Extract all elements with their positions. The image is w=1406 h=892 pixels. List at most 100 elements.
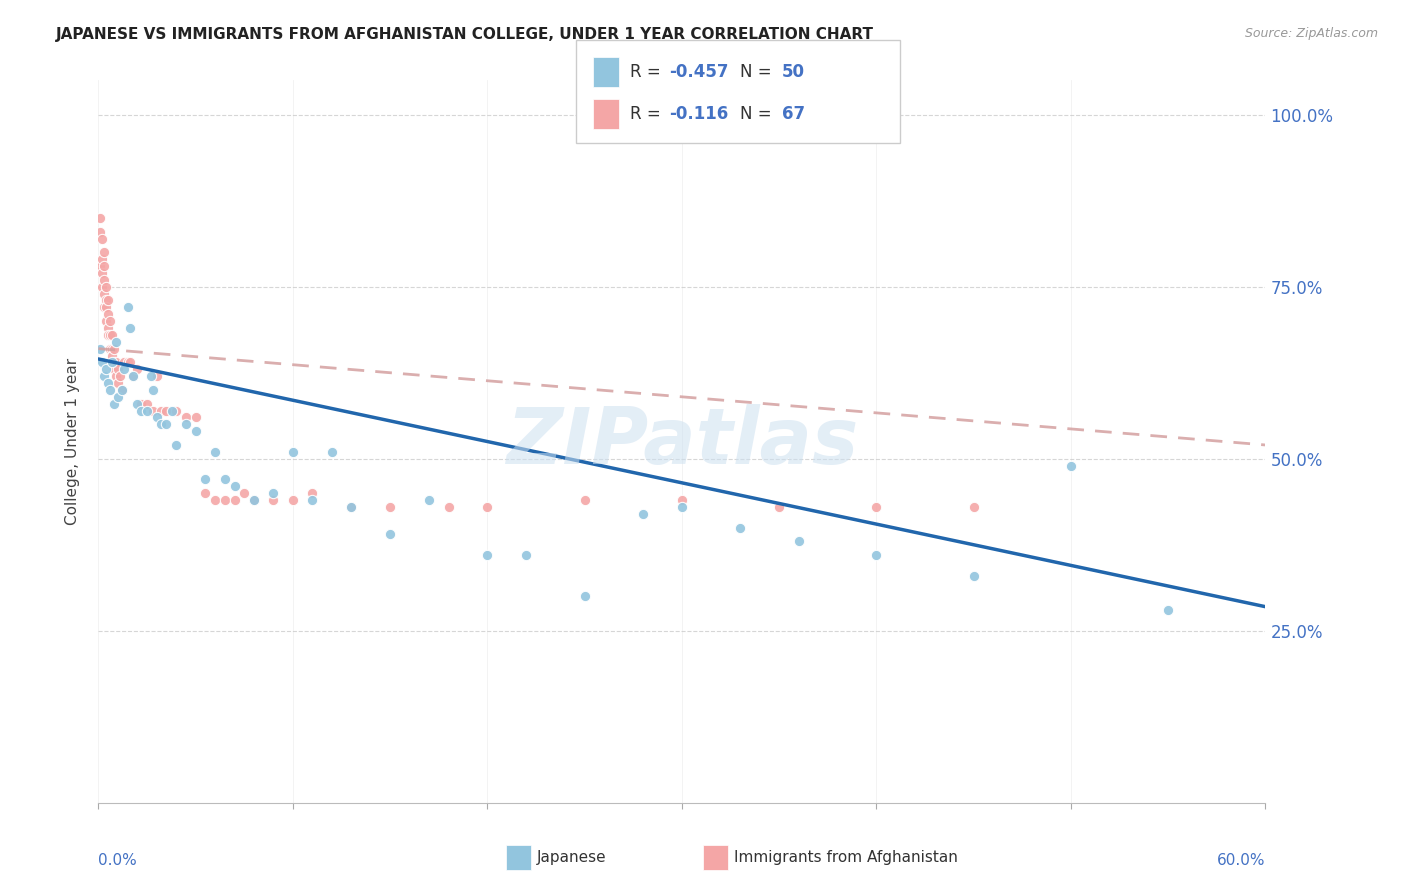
Point bbox=[117, 355, 139, 369]
Point bbox=[146, 410, 169, 425]
Point bbox=[142, 403, 165, 417]
Point bbox=[174, 417, 197, 432]
Point bbox=[96, 314, 118, 328]
Point bbox=[1157, 603, 1180, 617]
Point bbox=[104, 334, 127, 349]
Point bbox=[574, 590, 596, 604]
Point bbox=[243, 493, 266, 508]
Point bbox=[104, 355, 127, 369]
Point bbox=[93, 369, 115, 384]
Point bbox=[574, 493, 596, 508]
Point bbox=[477, 548, 499, 562]
Point bbox=[103, 342, 125, 356]
Point bbox=[104, 369, 127, 384]
Point bbox=[149, 403, 172, 417]
Point bbox=[97, 327, 120, 342]
Point bbox=[91, 266, 114, 280]
Point bbox=[865, 500, 887, 514]
Point bbox=[1060, 458, 1083, 473]
Text: ZIPatlas: ZIPatlas bbox=[506, 403, 858, 480]
Point bbox=[89, 259, 111, 273]
Point bbox=[97, 321, 120, 335]
Point bbox=[155, 403, 177, 417]
Point bbox=[103, 362, 125, 376]
Text: 0.0%: 0.0% bbox=[98, 854, 138, 869]
Point bbox=[321, 445, 343, 459]
Point bbox=[122, 369, 145, 384]
Point bbox=[96, 293, 118, 308]
Point bbox=[301, 493, 323, 508]
Point bbox=[233, 486, 256, 500]
Point bbox=[107, 390, 129, 404]
Point bbox=[127, 397, 149, 411]
Point bbox=[671, 500, 693, 514]
Point bbox=[162, 403, 184, 417]
Point bbox=[101, 327, 124, 342]
Text: R =: R = bbox=[630, 62, 666, 81]
Point bbox=[91, 252, 114, 267]
Point bbox=[214, 472, 236, 486]
Text: -0.116: -0.116 bbox=[669, 105, 728, 123]
Text: Source: ZipAtlas.com: Source: ZipAtlas.com bbox=[1244, 27, 1378, 40]
Point bbox=[155, 417, 177, 432]
Point bbox=[671, 493, 693, 508]
Point bbox=[117, 301, 139, 315]
Point bbox=[281, 493, 304, 508]
Point bbox=[122, 369, 145, 384]
Point bbox=[93, 301, 115, 315]
Point bbox=[107, 362, 129, 376]
Point bbox=[149, 417, 172, 432]
Y-axis label: College, Under 1 year: College, Under 1 year bbox=[65, 358, 80, 525]
Point bbox=[631, 507, 654, 521]
Point bbox=[437, 500, 460, 514]
Point bbox=[962, 568, 984, 582]
Point bbox=[101, 342, 124, 356]
Point bbox=[97, 376, 120, 390]
Point bbox=[340, 500, 363, 514]
Point bbox=[301, 486, 323, 500]
Text: Japanese: Japanese bbox=[537, 850, 607, 864]
Point bbox=[214, 493, 236, 508]
Point bbox=[103, 397, 125, 411]
Point bbox=[204, 445, 226, 459]
Point bbox=[768, 500, 790, 514]
Point bbox=[418, 493, 440, 508]
Point bbox=[96, 362, 118, 376]
Point bbox=[89, 225, 111, 239]
Point bbox=[174, 410, 197, 425]
Point bbox=[787, 534, 810, 549]
Point bbox=[96, 301, 118, 315]
Point bbox=[380, 500, 402, 514]
Point bbox=[340, 500, 363, 514]
Point bbox=[96, 279, 118, 293]
Text: -0.457: -0.457 bbox=[669, 62, 728, 81]
Text: JAPANESE VS IMMIGRANTS FROM AFGHANISTAN COLLEGE, UNDER 1 YEAR CORRELATION CHART: JAPANESE VS IMMIGRANTS FROM AFGHANISTAN … bbox=[56, 27, 875, 42]
Point bbox=[224, 479, 246, 493]
Point bbox=[515, 548, 537, 562]
Point bbox=[91, 231, 114, 245]
Point bbox=[129, 403, 152, 417]
Point bbox=[98, 314, 121, 328]
Point bbox=[136, 403, 159, 417]
Point bbox=[97, 293, 120, 308]
Point bbox=[165, 403, 187, 417]
Point bbox=[136, 397, 159, 411]
Point bbox=[93, 259, 115, 273]
Point bbox=[108, 369, 131, 384]
Text: 67: 67 bbox=[782, 105, 804, 123]
Point bbox=[107, 376, 129, 390]
Point bbox=[184, 424, 207, 438]
Point bbox=[93, 286, 115, 301]
Text: N =: N = bbox=[740, 62, 776, 81]
Point bbox=[142, 383, 165, 397]
Point bbox=[98, 383, 121, 397]
Point bbox=[184, 410, 207, 425]
Point bbox=[91, 279, 114, 293]
Point bbox=[477, 500, 499, 514]
Point bbox=[112, 355, 135, 369]
Point bbox=[224, 493, 246, 508]
Point bbox=[111, 383, 134, 397]
Point bbox=[127, 362, 149, 376]
Text: 50: 50 bbox=[782, 62, 804, 81]
Point bbox=[730, 520, 752, 534]
